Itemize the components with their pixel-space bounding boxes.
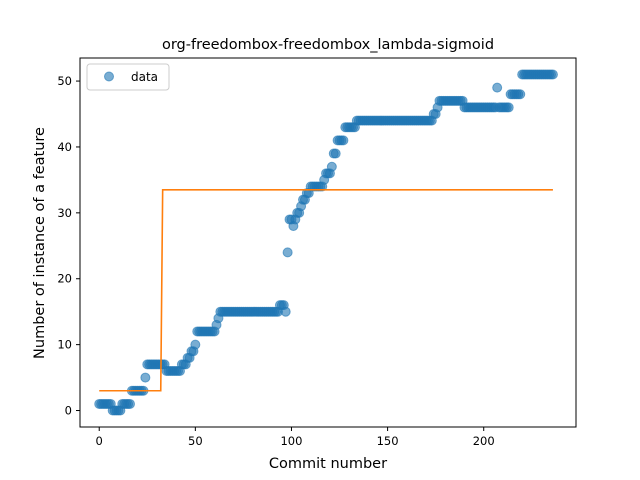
x-tick-label: 150 xyxy=(377,434,399,448)
data-point xyxy=(140,372,151,383)
y-tick-label: 10 xyxy=(57,338,72,352)
data-point xyxy=(492,82,503,93)
legend-box xyxy=(86,63,170,91)
y-tick-label: 20 xyxy=(57,272,72,286)
data-point xyxy=(338,135,349,146)
data-point xyxy=(330,148,341,159)
plot-frame xyxy=(79,57,577,428)
legend-label-data: data xyxy=(131,70,158,84)
y-tick-label: 0 xyxy=(65,404,72,418)
y-tick-label: 30 xyxy=(57,206,72,220)
y-tick-label: 50 xyxy=(57,74,72,88)
x-tick-label: 50 xyxy=(188,434,203,448)
data-point xyxy=(326,161,337,172)
data-layer xyxy=(94,69,558,416)
chart-title: org-freedombox-freedombox_lambda-sigmoid xyxy=(162,37,494,53)
data-point xyxy=(503,102,514,113)
y-axis-label: Number of instance of a feature xyxy=(32,127,48,359)
data-point xyxy=(190,339,201,350)
legend-marker-data xyxy=(104,71,114,82)
fit-line xyxy=(99,188,553,392)
x-axis-label: Commit number xyxy=(269,456,387,472)
legend: data xyxy=(86,63,170,91)
x-tick-label: 100 xyxy=(280,434,302,448)
data-point xyxy=(515,89,526,100)
x-tick-label: 200 xyxy=(473,434,495,448)
data-point xyxy=(547,69,558,80)
data-point xyxy=(280,306,291,317)
data-point xyxy=(282,247,293,258)
data-point xyxy=(124,398,135,409)
axes-layer: 0 50 100 150 200 0 10 20 30 40 50 xyxy=(57,57,577,448)
x-tick-label: 0 xyxy=(96,434,103,448)
y-tick-label: 40 xyxy=(57,140,72,154)
